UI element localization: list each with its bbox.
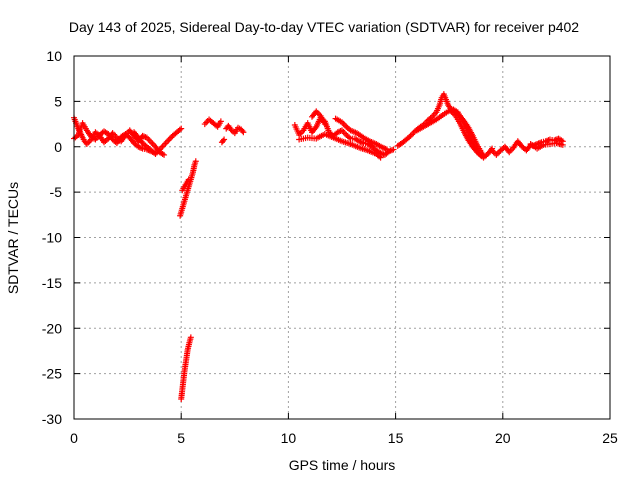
data-point (377, 154, 384, 161)
data-point (161, 151, 168, 158)
y-tick-label: -10 (42, 230, 62, 246)
data-series (71, 91, 566, 403)
data-point (321, 121, 328, 128)
data-point (384, 146, 391, 153)
x-tick-label: 20 (495, 430, 511, 446)
x-tick-label: 5 (177, 430, 185, 446)
data-point (559, 141, 566, 148)
data-point (185, 176, 192, 183)
data-point (220, 137, 227, 144)
data-point (187, 334, 194, 341)
data-point (221, 136, 228, 143)
x-tick-label: 25 (602, 430, 618, 446)
data-point (312, 125, 319, 132)
x-tick-label: 0 (70, 430, 78, 446)
y-axis-label: SDTVAR / TECUs (5, 182, 21, 294)
axis-ticks: 0 5 10 15 20 25 10 5 0 -5 -10 -15 -20 -25 -30 (42, 48, 618, 446)
data-point (240, 129, 247, 136)
y-tick-label: 10 (46, 48, 62, 64)
data-point (478, 152, 485, 159)
data-point (390, 146, 397, 153)
plot-frame (73, 55, 611, 420)
x-tick-label: 15 (388, 430, 404, 446)
y-tick-label: 0 (54, 139, 62, 155)
y-tick-label: -5 (50, 184, 63, 200)
data-point (217, 118, 224, 125)
x-tick-label: 10 (281, 430, 297, 446)
data-point (239, 127, 246, 134)
y-tick-label: -20 (42, 320, 62, 336)
chart-title: Day 143 of 2025, Sidereal Day-to-day VTE… (69, 19, 579, 35)
x-axis-label: GPS time / hours (289, 457, 396, 473)
data-point (178, 125, 185, 132)
data-point (192, 158, 199, 165)
y-tick-label: -15 (42, 275, 62, 291)
y-tick-label: -25 (42, 366, 62, 382)
y-tick-label: -30 (42, 411, 62, 427)
y-tick-label: 5 (54, 93, 62, 109)
